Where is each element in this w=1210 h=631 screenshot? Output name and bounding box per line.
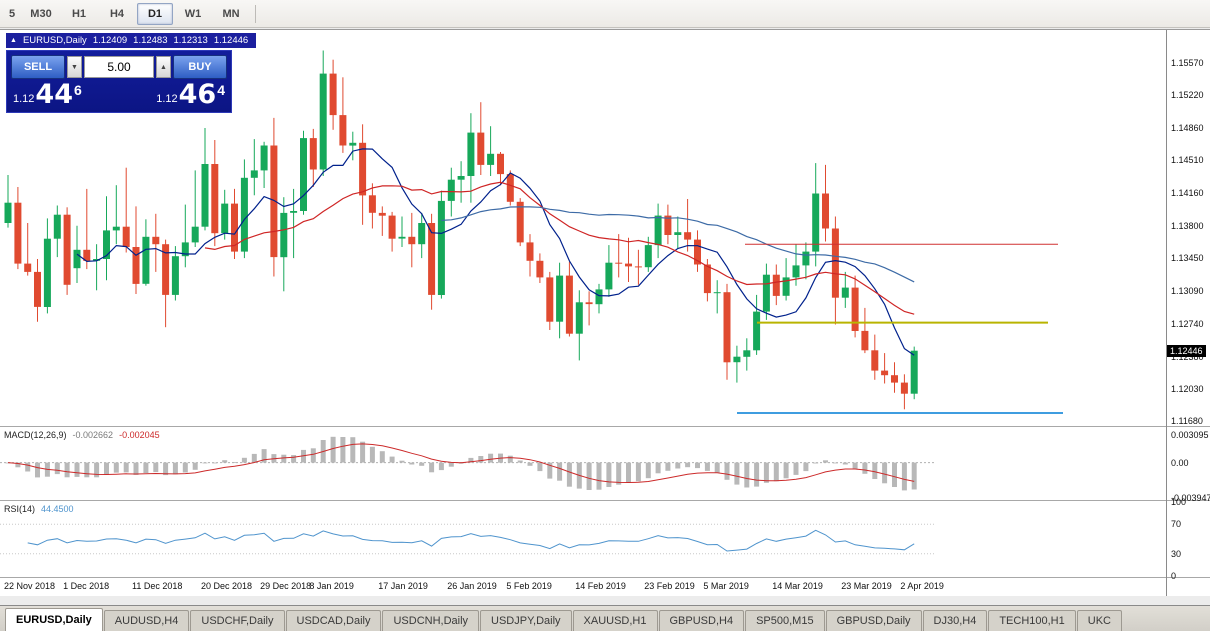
chart-tab-gbpusd-daily[interactable]: GBPUSD,Daily: [825, 610, 922, 631]
collapse-icon[interactable]: ▲: [10, 37, 17, 44]
time-axis-label: 14 Mar 2019: [772, 581, 823, 591]
pane-separator: [0, 577, 1210, 578]
chart-ohlc-header: ▲ EURUSD,Daily 1.12409 1.12483 1.12313 1…: [6, 33, 257, 48]
rsi-chart[interactable]: [0, 502, 1166, 576]
chart-tab-ukc[interactable]: UKC: [1076, 610, 1122, 631]
sell-price-prefix: 1.12: [13, 92, 35, 105]
indicator-scale-tick: -0.003947: [1171, 492, 1210, 503]
ohlc-open: 1.12409: [92, 35, 128, 46]
pane-separator[interactable]: [0, 426, 1210, 427]
chart-tab-xauusd-h1[interactable]: XAUUSD,H1: [572, 610, 658, 631]
time-axis-label: 23 Mar 2019: [841, 581, 892, 591]
timeframe-h1[interactable]: H1: [71, 7, 87, 20]
chart-tab-dj30-h4[interactable]: DJ30,H4: [922, 610, 988, 631]
time-axis-label: 5 Feb 2019: [506, 581, 552, 591]
chart-tab-usdjpy-daily[interactable]: USDJPY,Daily: [480, 610, 572, 631]
buy-price-pips: 46: [178, 79, 217, 110]
rsi-label: RSI(14) 44.4500: [4, 504, 74, 514]
chart-tab-usdcnh-daily[interactable]: USDCNH,Daily: [382, 610, 480, 631]
chart-tabs-bar: EURUSD,Daily AUDUSD,H4 USDCHF,Daily USDCAD,…: [0, 605, 1210, 631]
indicator-scale-tick: 70: [1171, 519, 1182, 530]
volume-input[interactable]: 5.00: [84, 56, 154, 78]
sell-button[interactable]: SELL: [11, 55, 65, 79]
volume-increase-button[interactable]: ▲: [156, 56, 171, 78]
price-tick: 1.15220: [1171, 89, 1204, 100]
price-tick: 1.14860: [1171, 123, 1204, 133]
sell-price-pips: 44: [35, 79, 73, 110]
macd-value: -0.002662: [72, 430, 114, 440]
indicator-scale-tick: 100: [1171, 497, 1187, 507]
buy-price-point: 4: [217, 81, 225, 98]
price-axis[interactable]: 1.12446 1.15570 1.15220 1.14860 1.14510 1.14…: [1166, 30, 1210, 596]
time-axis-label: 17 Jan 2019: [378, 581, 428, 591]
volume-decrease-button[interactable]: ▼: [67, 56, 82, 78]
time-axis-label: 8 Jan 2019: [309, 581, 354, 591]
buy-button[interactable]: BUY: [173, 55, 227, 79]
chart-tab-usdcad-daily[interactable]: USDCAD,Daily: [285, 610, 382, 631]
time-axis-label: 20 Dec 2018: [201, 581, 253, 591]
timeframe-toolbar: 5 M30 H1 H4 D1 W1 MN: [0, 0, 1210, 28]
ohlc-high: 1.12483: [133, 35, 168, 46]
chart-symbol-label: EURUSD,Daily: [22, 35, 87, 46]
sell-price[interactable]: 1.12 44 6: [13, 79, 82, 110]
time-axis-label: 11 Dec 2018: [132, 581, 183, 591]
buy-price-prefix: 1.12: [156, 92, 178, 105]
price-tick: 1.15570: [1171, 57, 1204, 68]
time-axis[interactable]: 22 Nov 2018 1 Dec 2018 11 Dec 2018 20 Dec 2…: [0, 578, 1166, 596]
time-axis-label: 2 Apr 2019: [900, 581, 944, 591]
timeframe-d1[interactable]: D1: [137, 2, 173, 25]
indicator-scale-tick: 30: [1171, 548, 1182, 559]
price-chart[interactable]: [0, 33, 1166, 425]
current-price-badge: 1.12446: [1167, 344, 1206, 357]
buy-price[interactable]: 1.12 46 4: [156, 79, 225, 110]
macd-name: MACD(12,26,9): [4, 430, 67, 440]
timeframe-5[interactable]: 5: [8, 7, 16, 20]
toolbar-separator: [255, 4, 256, 23]
timeframe-mn[interactable]: MN: [222, 7, 240, 20]
sell-price-point: 6: [74, 81, 82, 98]
macd-chart[interactable]: [0, 428, 1166, 499]
macd-signal-value: -0.002045: [119, 430, 160, 440]
indicator-scale-tick: 0.00: [1171, 457, 1189, 468]
time-axis-label: 14 Feb 2019: [575, 581, 626, 591]
time-axis-label: 26 Jan 2019: [447, 581, 497, 591]
ohlc-close: 1.12446: [213, 35, 249, 46]
ohlc-low: 1.12313: [173, 35, 208, 46]
time-axis-label: 5 Mar 2019: [703, 581, 749, 591]
rsi-value: 44.4500: [41, 504, 74, 514]
timeframe-m30[interactable]: M30: [30, 7, 52, 20]
price-tick: 1.13090: [1171, 286, 1204, 297]
time-axis-label: 29 Dec 2018: [260, 581, 312, 591]
price-tick: 1.11680: [1171, 416, 1203, 427]
timeframe-h4[interactable]: H4: [109, 7, 125, 20]
one-click-trading-panel: SELL ▼ 5.00 ▲ BUY 1.12 44 6 1.12 46 4: [6, 50, 232, 113]
price-tick: 1.13450: [1171, 253, 1204, 264]
chart-tab-sp500-m15[interactable]: SP500,M15: [745, 610, 825, 631]
price-tick: 1.12740: [1171, 318, 1204, 329]
price-tick: 1.12030: [1171, 384, 1204, 395]
time-axis-label: 23 Feb 2019: [644, 581, 695, 591]
chart-tab-audusd-h4[interactable]: AUDUSD,H4: [103, 610, 190, 631]
chart-tab-tech100-h1[interactable]: TECH100,H1: [988, 610, 1076, 631]
time-axis-label: 1 Dec 2018: [63, 581, 110, 591]
time-axis-label: 22 Nov 2018: [4, 581, 56, 591]
chart-tab-gbpusd-h4[interactable]: GBPUSD,H4: [658, 610, 745, 631]
price-tick: 1.13800: [1171, 220, 1204, 231]
pane-separator[interactable]: [0, 500, 1210, 501]
chart-tab-eurusd-daily[interactable]: EURUSD,Daily: [5, 608, 103, 631]
indicator-scale-tick: 0: [1171, 571, 1177, 581]
chart-area: ▲ EURUSD,Daily 1.12409 1.12483 1.12313 1…: [0, 29, 1210, 596]
price-tick: 1.14160: [1171, 187, 1204, 198]
macd-label: MACD(12,26,9) -0.002662 -0.002045: [4, 430, 160, 440]
price-tick: 1.14510: [1171, 155, 1204, 166]
chart-tab-usdchf-daily[interactable]: USDCHF,Daily: [190, 610, 285, 631]
timeframe-w1[interactable]: W1: [184, 7, 202, 20]
indicator-scale-tick: 0.003095: [1171, 430, 1209, 441]
rsi-name: RSI(14): [4, 504, 36, 514]
price-tick: 1.12380: [1171, 351, 1204, 362]
